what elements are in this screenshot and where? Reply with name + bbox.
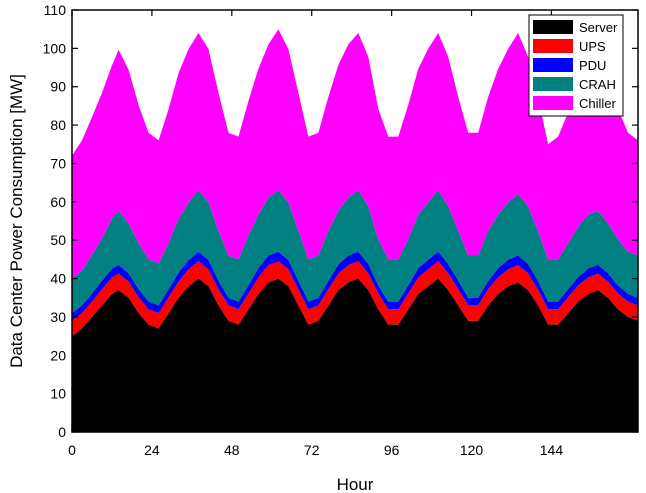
y-tick-label: 80 <box>50 117 66 133</box>
legend-label-crah: CRAH <box>579 77 616 92</box>
x-tick-label: 120 <box>460 442 484 458</box>
axis-ticks: 0 24 48 72 96 120 144 0 10 20 30 40 50 60 70 80 90 100 110 <box>43 2 638 458</box>
x-tick-label: 0 <box>68 442 76 458</box>
plot-frame <box>71 9 639 433</box>
y-axis-label: Data Center Power Consumption [MW] <box>7 74 26 368</box>
x-tick-label: 72 <box>304 442 320 458</box>
x-tick-label: 48 <box>224 442 240 458</box>
legend-swatch-ups <box>533 39 573 53</box>
y-tick-label: 20 <box>50 347 66 363</box>
y-tick-label: 60 <box>50 194 66 210</box>
x-axis-label: Hour <box>337 475 374 493</box>
legend-label-server: Server <box>579 20 618 35</box>
area-chiller <box>72 29 638 279</box>
legend-label-pdu: PDU <box>579 58 606 73</box>
y-tick-label: 90 <box>50 79 66 95</box>
x-tick-label: 96 <box>384 442 400 458</box>
area-layers <box>72 29 638 432</box>
legend: Server UPS PDU CRAH Chiller <box>528 14 624 117</box>
x-tick-label: 24 <box>144 442 160 458</box>
y-tick-label: 100 <box>43 40 67 56</box>
x-tick-label: 144 <box>540 442 564 458</box>
legend-swatch-crah <box>533 77 573 91</box>
area-crah <box>72 190 638 314</box>
y-tick-label: 110 <box>44 2 67 18</box>
legend-swatch-pdu <box>533 58 573 72</box>
area-ups <box>72 261 638 337</box>
legend-label-ups: UPS <box>579 39 606 54</box>
y-tick-label: 10 <box>50 386 66 402</box>
legend-swatch-server <box>533 20 573 34</box>
legend-label-chiller: Chiller <box>579 96 617 111</box>
y-tick-label: 0 <box>58 424 66 440</box>
y-tick-label: 40 <box>50 271 66 287</box>
y-tick-label: 70 <box>50 155 66 171</box>
area-server <box>72 278 638 432</box>
y-tick-label: 50 <box>50 232 66 248</box>
y-tick-label: 30 <box>50 309 66 325</box>
legend-swatch-chiller <box>533 96 573 110</box>
